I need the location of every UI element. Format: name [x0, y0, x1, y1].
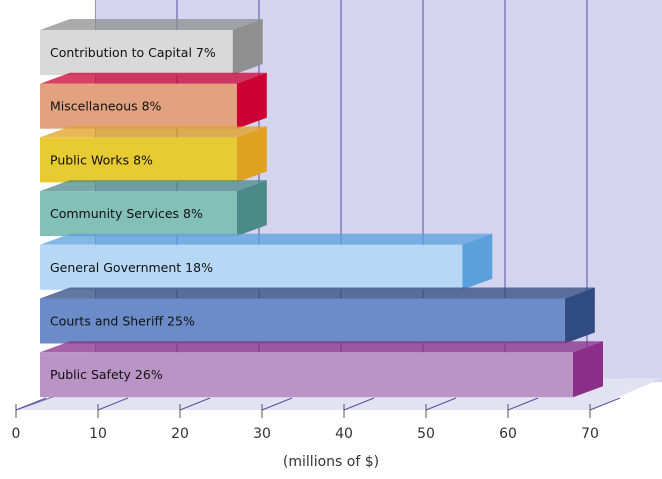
bar-end	[232, 19, 263, 75]
x-tick-label: 70	[581, 426, 599, 442]
x-tick-label: 30	[253, 426, 271, 442]
bar-end	[573, 341, 603, 398]
bar-label: Contribution to Capital 7%	[50, 45, 216, 60]
bar	[40, 352, 573, 398]
bar-top	[40, 287, 595, 299]
bar-end	[236, 180, 267, 237]
floor-grid-line	[261, 397, 293, 411]
x-tick-label: 20	[171, 426, 189, 442]
bar-end	[462, 233, 493, 290]
bar-top	[40, 233, 493, 245]
x-tick-label: 60	[499, 426, 517, 442]
bar-label: Courts and Sheriff 25%	[50, 314, 195, 329]
x-tick-label: 50	[417, 426, 435, 442]
bar-top	[40, 72, 267, 84]
bar-top	[40, 19, 263, 30]
bar-end	[564, 287, 595, 344]
bar	[40, 191, 237, 237]
bar-label: Public Works 8%	[50, 152, 153, 167]
bar-label: Miscellaneous 8%	[50, 99, 162, 114]
bar	[40, 244, 463, 290]
bar	[40, 298, 565, 344]
floor-grid-line	[343, 397, 375, 411]
bar-label: Community Services 8%	[50, 206, 203, 221]
bar-label: Public Safety 26%	[50, 367, 163, 382]
x-tick-label: 40	[335, 426, 353, 442]
floor-grid-line	[425, 397, 457, 411]
bar-top	[40, 126, 267, 138]
floor-grid-line	[179, 397, 211, 411]
bar-top	[40, 180, 267, 192]
bar-top	[40, 341, 603, 353]
x-axis-label: (millions of $)	[283, 454, 379, 470]
bar-end	[236, 72, 267, 129]
floor-grid-line	[97, 397, 129, 411]
bar	[40, 137, 237, 183]
floor-grid-line	[589, 397, 621, 411]
floor-grid-line	[507, 397, 539, 411]
x-tick-label: 10	[89, 426, 107, 442]
x-tick-label: 0	[12, 426, 21, 442]
bar	[40, 30, 233, 75]
bar-label: General Government 18%	[50, 260, 213, 275]
bar-end	[236, 126, 267, 183]
bar	[40, 83, 237, 129]
floor-grid-line	[15, 397, 47, 411]
